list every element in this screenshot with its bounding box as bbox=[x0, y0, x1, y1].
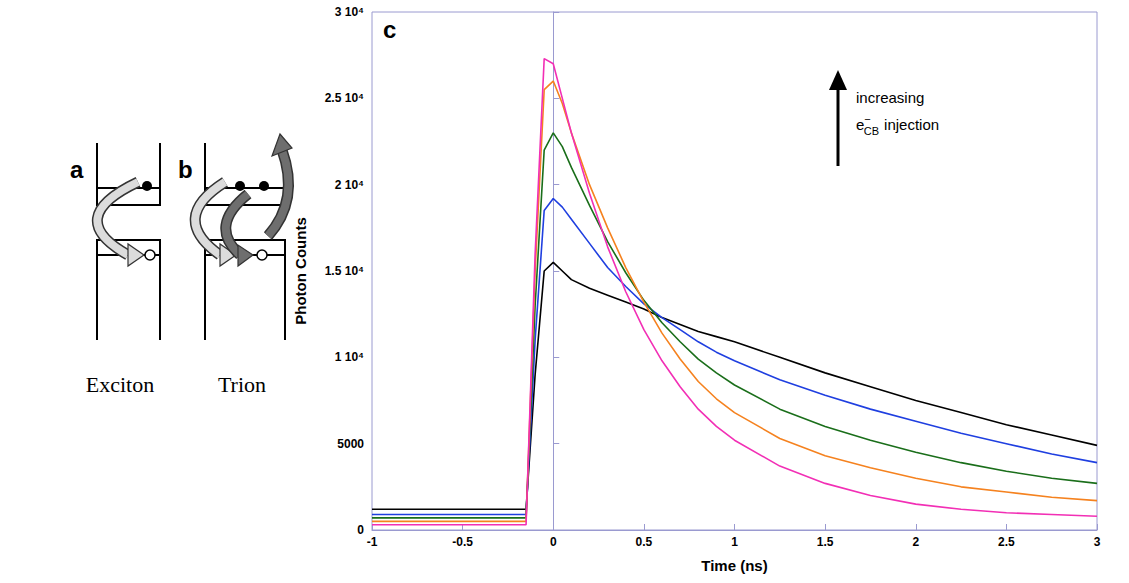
svg-text:-0.5: -0.5 bbox=[452, 535, 473, 549]
svg-text:-1: -1 bbox=[367, 535, 378, 549]
svg-text:b: b bbox=[178, 156, 193, 183]
svg-text:1.5 10⁴: 1.5 10⁴ bbox=[325, 264, 364, 278]
svg-text:increasing: increasing bbox=[856, 89, 924, 106]
svg-text:2.5 10⁴: 2.5 10⁴ bbox=[325, 91, 364, 105]
svg-text:1.5: 1.5 bbox=[817, 535, 834, 549]
svg-text:3: 3 bbox=[1094, 535, 1101, 549]
svg-text:e−CBinjection: e−CBinjection bbox=[856, 113, 939, 137]
svg-text:0: 0 bbox=[550, 535, 557, 549]
svg-text:5000: 5000 bbox=[337, 437, 364, 451]
svg-text:0.5: 0.5 bbox=[636, 535, 653, 549]
svg-text:2: 2 bbox=[912, 535, 919, 549]
svg-text:Time (ns): Time (ns) bbox=[701, 557, 767, 574]
svg-text:Trion: Trion bbox=[218, 372, 266, 397]
svg-text:c: c bbox=[383, 16, 396, 43]
svg-text:2 10⁴: 2 10⁴ bbox=[335, 178, 364, 192]
svg-text:0: 0 bbox=[357, 523, 364, 537]
svg-text:2.5: 2.5 bbox=[998, 535, 1015, 549]
svg-text:a: a bbox=[70, 156, 84, 183]
svg-text:Exciton: Exciton bbox=[86, 372, 154, 397]
svg-text:Photon Counts: Photon Counts bbox=[292, 217, 309, 324]
svg-text:1 10⁴: 1 10⁴ bbox=[335, 350, 364, 364]
svg-text:3 10⁴: 3 10⁴ bbox=[335, 5, 364, 19]
svg-text:1: 1 bbox=[731, 535, 738, 549]
